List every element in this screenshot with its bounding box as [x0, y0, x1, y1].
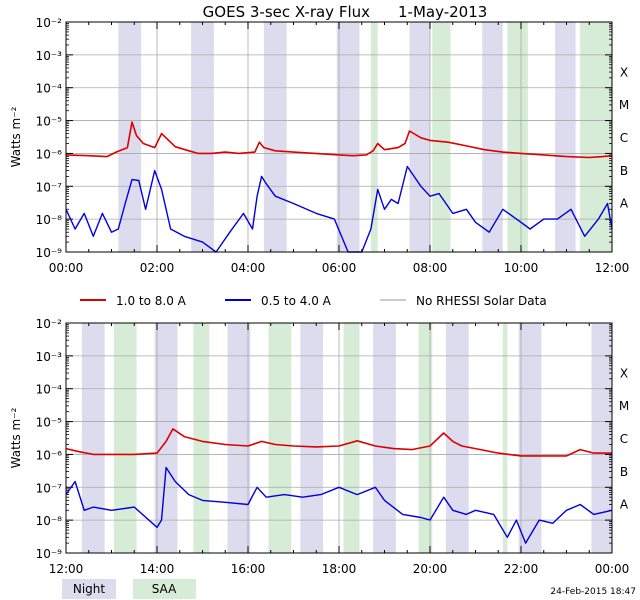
night-band: [300, 323, 324, 553]
y-tick-label: 10⁻³: [36, 350, 63, 364]
x-tick-label: 16:00: [231, 562, 266, 576]
saa-band: [432, 22, 451, 252]
night-band: [518, 323, 542, 553]
y-tick-label: 10⁻⁵: [36, 115, 63, 129]
y-tick-label: 10⁻³: [36, 49, 63, 63]
y-tick-label: 10⁻⁷: [36, 481, 63, 495]
night-legend-label: Night: [73, 582, 106, 596]
y-tick-label: 10⁻⁸: [36, 213, 63, 227]
plot-panel-afternoon: 10⁻⁹ 10⁻⁸ 10⁻⁷ 10⁻⁶ 10⁻⁵ 10⁻⁴ 10⁻³ 10⁻² A B C M X 12:…: [9, 317, 629, 576]
plot-frame: [65, 322, 613, 554]
night-band: [336, 22, 360, 252]
x-tick-label: 02:00: [140, 261, 175, 275]
saa-band: [502, 323, 508, 553]
night-band: [263, 22, 287, 252]
flare-class-label: B: [620, 164, 628, 178]
chart-title: GOES 3-sec X-ray Flux 1-May-2013: [203, 3, 488, 21]
series-long-line: [65, 121, 613, 159]
night-band: [81, 323, 105, 553]
saa-band: [268, 323, 292, 553]
saa-legend-box: [133, 579, 196, 599]
saa-band: [113, 323, 137, 553]
flare-class-label: X: [620, 366, 628, 380]
x-tick-label: 12:00: [595, 261, 630, 275]
saa-band: [343, 323, 360, 553]
y-tick-label: 10⁻⁵: [36, 416, 63, 430]
series-short-line: [65, 466, 613, 544]
y-tick-label: 10⁻⁹: [36, 246, 63, 260]
flare-class-label: C: [620, 131, 628, 145]
night-band: [482, 22, 503, 252]
x-tick-label: 12:00: [49, 562, 84, 576]
y-tick-label: 10⁻⁶: [36, 448, 63, 462]
y-tick-label: 10⁻⁹: [36, 547, 63, 561]
y-tick-label: 10⁻⁴: [36, 383, 63, 397]
saa-band: [418, 323, 433, 553]
saa-legend-label: SAA: [152, 582, 177, 596]
plot-frame: [65, 21, 613, 253]
night-band: [555, 22, 576, 252]
saa-band: [507, 22, 528, 252]
legend-no-rhessi-label: No RHESSI Solar Data: [416, 294, 547, 308]
saa-band: [370, 22, 378, 252]
flare-class-label: B: [620, 465, 628, 479]
y-tick-label: 10⁻²: [36, 317, 63, 331]
saa-band: [580, 22, 612, 252]
bottom-legend: Night SAA 24-Feb-2015 18:47: [62, 579, 636, 599]
flare-class-label: M: [619, 399, 629, 413]
night-band: [227, 323, 251, 553]
series-short-line: [65, 165, 613, 253]
y-tick-label: 10⁻⁴: [36, 82, 63, 96]
x-tick-label: 00:00: [595, 562, 630, 576]
flare-class-label: C: [620, 432, 628, 446]
night-band: [191, 22, 214, 252]
flare-class-label: A: [620, 197, 629, 211]
legend-long-label: 1.0 to 8.0 A: [116, 294, 187, 308]
x-tick-label: 22:00: [504, 562, 539, 576]
legend-short-label: 0.5 to 4.0 A: [261, 294, 332, 308]
night-band: [373, 323, 396, 553]
night-legend-box: [62, 579, 116, 599]
y-tick-label: 10⁻⁷: [36, 180, 63, 194]
legend: 1.0 to 8.0 A 0.5 to 4.0 A No RHESSI Sola…: [80, 294, 547, 308]
y-tick-label: 10⁻²: [36, 16, 63, 30]
footer-timestamp: 24-Feb-2015 18:47: [550, 587, 636, 597]
y-axis-label: Watts m⁻²: [9, 407, 23, 468]
x-tick-label: 10:00: [504, 261, 539, 275]
y-tick-label: 10⁻⁸: [36, 514, 63, 528]
plot-panel-morning: 10⁻⁹ 10⁻⁸ 10⁻⁷ 10⁻⁶ 10⁻⁵ 10⁻⁴ 10⁻³ 10⁻² A B C M X 00:…: [9, 16, 629, 275]
night-band: [591, 323, 612, 553]
night-band: [445, 323, 469, 553]
y-tick-label: 10⁻⁶: [36, 147, 63, 161]
x-tick-label: 18:00: [322, 562, 357, 576]
x-tick-label: 04:00: [231, 261, 266, 275]
night-band: [154, 323, 178, 553]
x-tick-label: 20:00: [413, 562, 448, 576]
x-tick-label: 06:00: [322, 261, 357, 275]
x-tick-label: 08:00: [413, 261, 448, 275]
x-tick-label: 14:00: [140, 562, 175, 576]
flare-class-label: M: [619, 98, 629, 112]
flare-class-label: A: [620, 498, 629, 512]
x-tick-label: 00:00: [49, 261, 84, 275]
series-long-line: [65, 428, 612, 457]
saa-band: [193, 323, 210, 553]
y-axis-label: Watts m⁻²: [9, 106, 23, 167]
flare-class-label: X: [620, 65, 628, 79]
